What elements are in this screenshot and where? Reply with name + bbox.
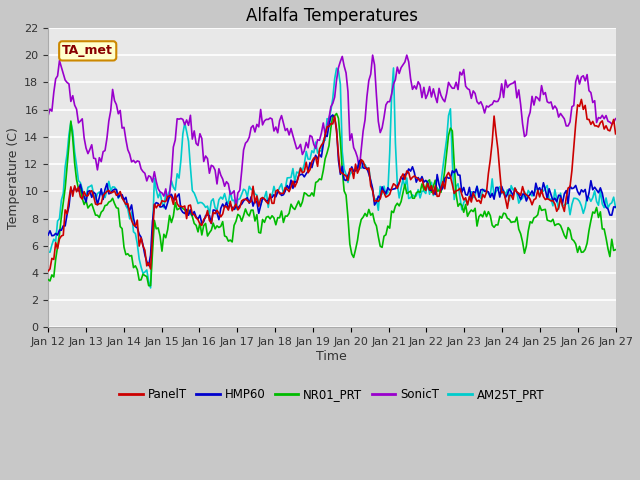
HMP60 [384, 185, 392, 191]
NR01_PRT [44, 276, 52, 282]
AM25T_PRT [382, 192, 390, 198]
NR01_PRT [612, 247, 620, 252]
NR01_PRT [384, 223, 392, 229]
PanelT [612, 131, 620, 137]
SonicT [44, 113, 52, 119]
Line: NR01_PRT: NR01_PRT [48, 113, 616, 286]
PanelT [392, 182, 399, 188]
NR01_PRT [46, 278, 54, 284]
PanelT [382, 194, 390, 200]
HMP60 [44, 232, 52, 238]
AM25T_PRT [390, 65, 397, 71]
SonicT [526, 109, 534, 115]
HMP60 [526, 192, 534, 197]
HMP60 [612, 204, 620, 210]
SonicT [384, 99, 392, 105]
Text: TA_met: TA_met [62, 44, 113, 58]
AM25T_PRT [384, 190, 392, 196]
Y-axis label: Temperature (C): Temperature (C) [7, 127, 20, 228]
AM25T_PRT [563, 201, 570, 207]
AM25T_PRT [147, 285, 154, 291]
SonicT [612, 116, 620, 121]
Line: HMP60: HMP60 [48, 115, 616, 265]
NR01_PRT [396, 203, 403, 209]
PanelT [577, 96, 585, 102]
PanelT [522, 192, 530, 198]
AM25T_PRT [526, 191, 534, 196]
SonicT [563, 123, 570, 129]
AM25T_PRT [612, 205, 620, 211]
Line: PanelT: PanelT [48, 99, 616, 271]
NR01_PRT [563, 236, 570, 241]
NR01_PRT [333, 110, 340, 116]
PanelT [380, 190, 388, 196]
X-axis label: Time: Time [316, 350, 347, 363]
SonicT [232, 205, 240, 211]
PanelT [559, 203, 566, 208]
SonicT [386, 99, 394, 105]
NR01_PRT [526, 219, 534, 225]
AM25T_PRT [396, 195, 403, 201]
Title: Alfalfa Temperatures: Alfalfa Temperatures [246, 7, 418, 25]
Line: AM25T_PRT: AM25T_PRT [48, 68, 616, 288]
NR01_PRT [147, 283, 154, 288]
HMP60 [386, 187, 394, 193]
HMP60 [329, 112, 337, 118]
HMP60 [563, 188, 570, 193]
SonicT [369, 52, 376, 58]
PanelT [46, 266, 54, 272]
HMP60 [396, 180, 403, 186]
PanelT [44, 268, 52, 274]
NR01_PRT [386, 225, 394, 231]
SonicT [396, 71, 403, 76]
Legend: PanelT, HMP60, NR01_PRT, SonicT, AM25T_PRT: PanelT, HMP60, NR01_PRT, SonicT, AM25T_P… [115, 383, 549, 406]
HMP60 [145, 263, 152, 268]
SonicT [46, 106, 54, 112]
HMP60 [46, 228, 54, 234]
AM25T_PRT [44, 249, 52, 255]
Line: SonicT: SonicT [48, 55, 616, 208]
AM25T_PRT [46, 249, 54, 255]
